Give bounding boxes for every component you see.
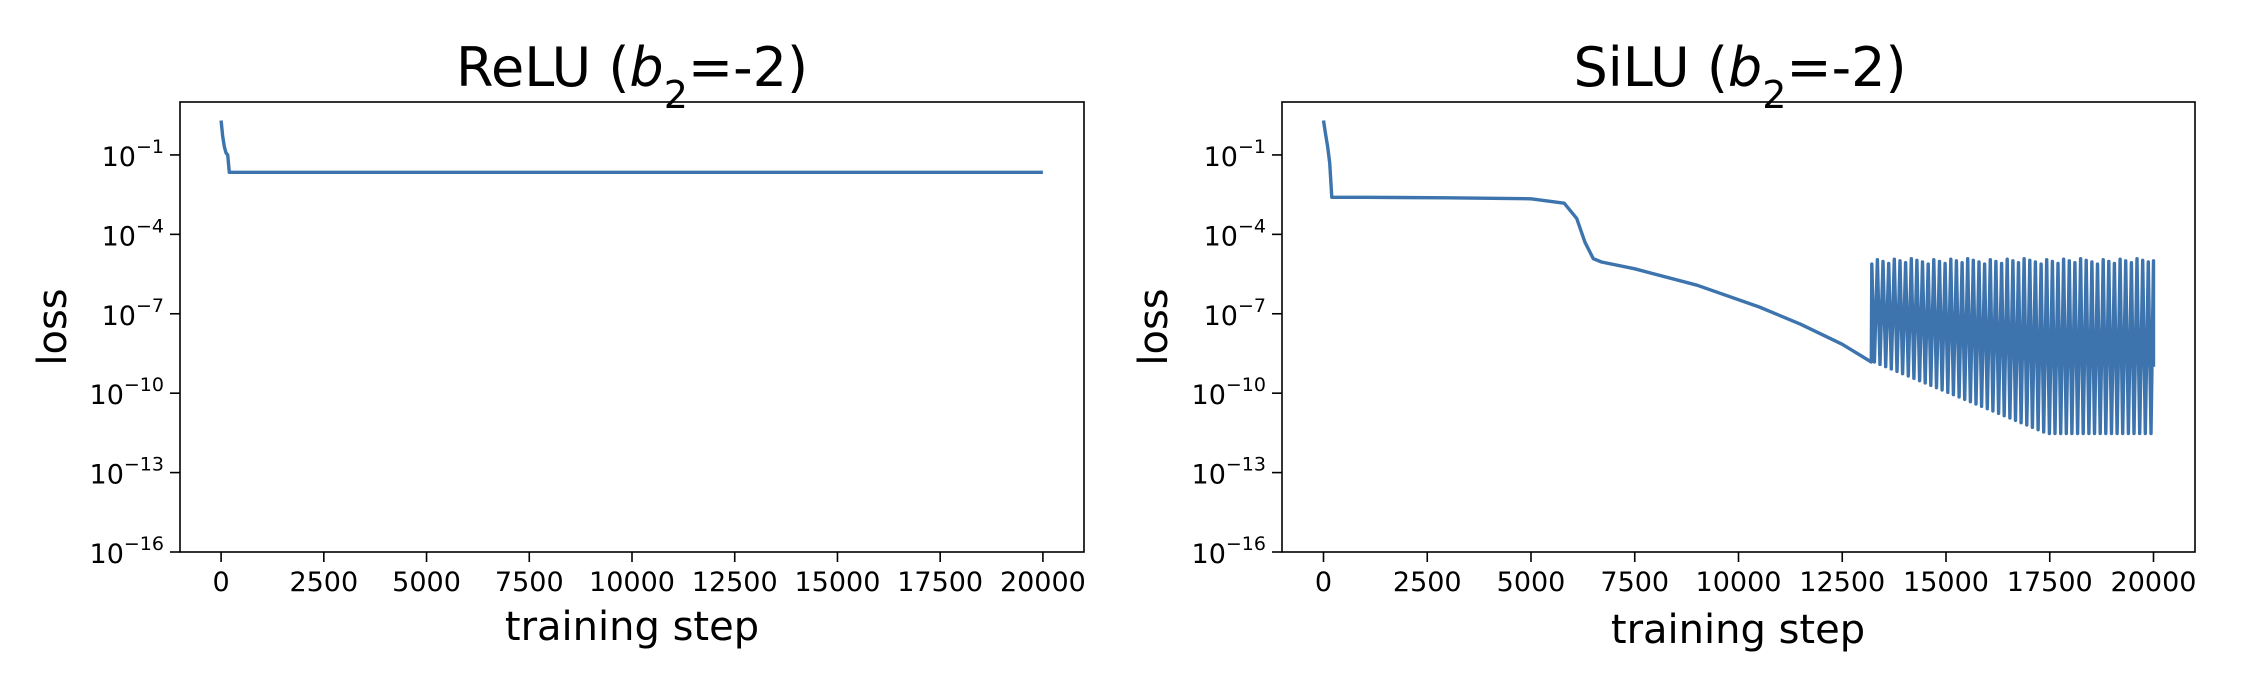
- x-tick-label: 0: [1315, 567, 1332, 598]
- chart-relu-xticks: 0 2500 5000 7500 10000 12500 15000 17500 20000: [212, 552, 1086, 598]
- x-tick-label: 5000: [392, 567, 461, 598]
- chart-relu-title-after: =-2): [688, 36, 808, 99]
- x-tick-label: 17500: [2007, 567, 2093, 598]
- x-tick-label: 17500: [897, 567, 983, 598]
- x-tick-label: 20000: [1000, 567, 1086, 598]
- chart-silu-xlabel: training step: [1611, 607, 1865, 653]
- y-tick-base: 10: [1192, 539, 1226, 570]
- chart-silu-title-var: b: [1728, 36, 1762, 99]
- x-tick-label: 15000: [1903, 567, 1989, 598]
- y-tick-base: 10: [90, 380, 124, 411]
- x-tick-label: 2500: [289, 567, 358, 598]
- y-tick-base: 10: [1204, 301, 1238, 332]
- chart-relu-plot: [219, 120, 1043, 174]
- chart-silu-title: SiLU (b2=-2): [1573, 36, 1906, 117]
- x-tick-label: 10000: [1696, 567, 1782, 598]
- y-tick-exp: −4: [1238, 215, 1266, 237]
- y-tick-exp: −1: [136, 136, 164, 158]
- y-tick-base: 10: [90, 539, 124, 570]
- y-tick-exp: −13: [124, 454, 164, 476]
- y-tick-label: 10−10: [1192, 374, 1266, 411]
- chart-relu-title: ReLU (b2=-2): [456, 36, 808, 117]
- x-tick-label: 0: [212, 567, 229, 598]
- y-tick-exp: −10: [1226, 374, 1266, 396]
- x-tick-label: 12500: [692, 567, 778, 598]
- chart-silu-plot: [1321, 120, 2156, 436]
- chart-relu-title-before: ReLU (: [456, 36, 629, 99]
- chart-relu: ReLU (b2=-2) 0 2500 5000 7500 10000 12500 1500…: [30, 36, 1086, 650]
- y-tick-label: 10−10: [90, 374, 164, 411]
- chart-silu-ylabel: loss: [1131, 288, 1177, 365]
- x-tick-label: 5000: [1497, 567, 1566, 598]
- chart-silu-title-sub: 2: [1762, 73, 1786, 117]
- chart-silu-title-before: SiLU (: [1573, 36, 1727, 99]
- x-tick-label: 20000: [2111, 567, 2197, 598]
- loss-curve: [1321, 120, 2156, 436]
- chart-relu-ylabel: loss: [30, 288, 76, 365]
- x-tick-label: 7500: [495, 567, 564, 598]
- y-tick-label: 10−1: [1204, 136, 1266, 173]
- y-tick-base: 10: [102, 142, 136, 173]
- y-tick-label: 10−1: [102, 136, 164, 173]
- y-tick-label: 10−7: [1204, 295, 1266, 332]
- y-tick-exp: −16: [1226, 533, 1266, 555]
- chart-silu-title-after: =-2): [1786, 36, 1906, 99]
- y-tick-exp: −13: [1226, 454, 1266, 476]
- y-tick-exp: −1: [1238, 136, 1266, 158]
- y-tick-base: 10: [1192, 460, 1226, 491]
- y-tick-label: 10−13: [90, 454, 164, 491]
- y-tick-label: 10−7: [102, 295, 164, 332]
- y-tick-exp: −7: [136, 295, 164, 317]
- chart-relu-frame: [179, 101, 1085, 553]
- y-tick-label: 10−16: [1192, 533, 1266, 570]
- y-tick-exp: −7: [1238, 295, 1266, 317]
- x-tick-label: 7500: [1600, 567, 1669, 598]
- chart-relu-title-var: b: [629, 36, 663, 99]
- y-tick-exp: −10: [124, 374, 164, 396]
- chart-silu-xticks: 0 2500 5000 7500 10000 12500 15000 17500 20000: [1315, 552, 2197, 598]
- x-tick-label: 10000: [589, 567, 675, 598]
- y-tick-base: 10: [90, 460, 124, 491]
- y-tick-base: 10: [102, 301, 136, 332]
- x-tick-label: 12500: [1799, 567, 1885, 598]
- y-tick-exp: −4: [136, 215, 164, 237]
- y-tick-label: 10−13: [1192, 454, 1266, 491]
- y-tick-base: 10: [1204, 221, 1238, 252]
- y-tick-base: 10: [1204, 142, 1238, 173]
- y-tick-label: 10−4: [1204, 215, 1266, 252]
- chart-silu: SiLU (b2=-2) 0 2500 5000 7500 10000 12500 1500…: [1131, 36, 2196, 653]
- y-tick-exp: −16: [124, 533, 164, 555]
- y-tick-base: 10: [1192, 380, 1226, 411]
- y-tick-label: 10−16: [90, 533, 164, 570]
- loss-curve: [219, 120, 1043, 174]
- y-tick-base: 10: [102, 221, 136, 252]
- chart-relu-xlabel: training step: [505, 604, 759, 650]
- x-tick-label: 2500: [1393, 567, 1462, 598]
- y-tick-label: 10−4: [102, 215, 164, 252]
- x-tick-label: 15000: [795, 567, 881, 598]
- chart-relu-title-sub: 2: [664, 73, 688, 117]
